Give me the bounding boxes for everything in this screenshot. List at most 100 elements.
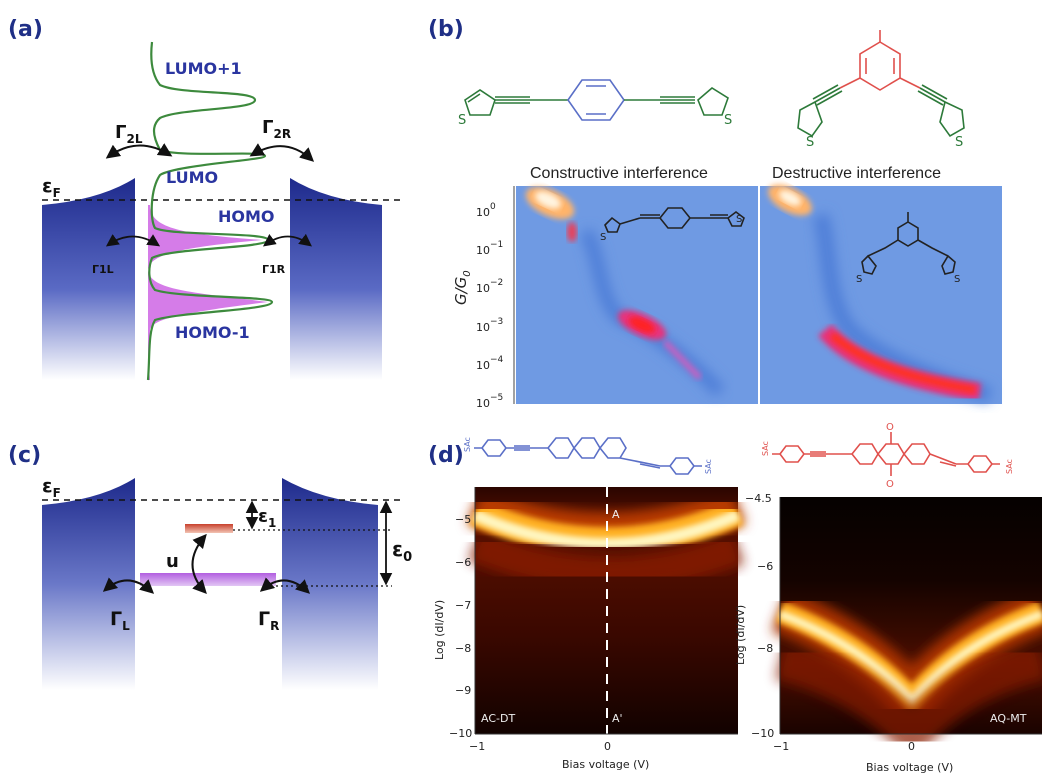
constructive-title: Constructive interference — [530, 165, 708, 182]
y-tick-label: −10 — [751, 727, 774, 740]
map-background — [516, 186, 758, 404]
gamma-2l-label: Γ2L — [115, 122, 143, 146]
x-axis-label: Bias voltage (V) — [562, 758, 649, 771]
meta-thiophene-left — [797, 100, 823, 138]
meta-thiophene-right — [939, 100, 965, 138]
y-tick-label: 10−4 — [476, 355, 504, 372]
molecule-name: AQ-MT — [990, 712, 1027, 725]
lower-level — [140, 573, 276, 586]
molecular-peak-core — [629, 316, 655, 334]
alkyne-right — [624, 96, 695, 104]
left-electrode — [42, 178, 135, 380]
u-arrow — [191, 533, 207, 595]
panel-b-y-axis: 100 10−1 10−2 10−3 10−4 10−5 G/G0 — [452, 186, 515, 410]
panel-d-label: (d) — [428, 443, 464, 468]
gamma-2r-arrow — [249, 143, 315, 162]
acene-molecule: SAc SAc — [463, 437, 713, 475]
y-tick-label: −7 — [455, 599, 471, 612]
right-electrode — [282, 478, 378, 690]
panel-c-label: (c) — [8, 443, 41, 468]
panel-b-label: (b) — [428, 17, 464, 42]
eps0-label: ε0 — [392, 537, 412, 565]
fermi-level-label: εF — [42, 475, 61, 500]
panel-a: (a) εF LUMO+1 LUMO HOMO HOMO-1 Γ2L Γ2R Γ… — [8, 17, 400, 381]
fermi-level-label: εF — [42, 175, 61, 200]
y-tick-label: −4.5 — [745, 492, 772, 505]
x-tick-label: 0 — [908, 740, 915, 753]
anthraquinone-skeleton — [772, 432, 1000, 476]
constructive-map: S S — [516, 186, 758, 404]
u-label: u — [166, 551, 179, 572]
destructive-map: S S — [760, 184, 1002, 404]
gamma-1r-label: Γ1R — [262, 263, 286, 276]
y-tick-label: −9 — [455, 684, 471, 697]
right-electrode — [290, 178, 382, 380]
peak-core — [534, 191, 562, 209]
lumo-label: LUMO — [166, 168, 218, 187]
inset-meta-molecule — [861, 212, 956, 275]
molecular-band-core — [829, 332, 976, 394]
panel-c: (c) εF ε1 ε0 u ΓL ΓR — [8, 443, 412, 690]
y-tick-label: −8 — [455, 642, 471, 655]
peak-core — [779, 190, 801, 206]
occupied-dos-fill — [148, 205, 268, 380]
cut-marker-top: A — [612, 508, 620, 521]
meta-bonds — [839, 30, 921, 89]
inset-sulfur: S — [856, 274, 862, 285]
meta-benzene-ring — [859, 41, 901, 91]
y-tick-label: 100 — [476, 202, 496, 219]
thiophene-left — [464, 89, 496, 116]
gamma-1r-arrow — [262, 233, 312, 247]
destructive-title: Destructive interference — [772, 165, 941, 182]
benzene-ring — [567, 79, 625, 121]
para-molecule: S S — [458, 79, 732, 128]
y-tick-label: 10−5 — [476, 393, 503, 410]
panel-b: (b) S S S S Constructive interference De… — [428, 17, 1002, 410]
sac-group: SAc — [761, 441, 770, 456]
gamma-1l-arrow — [105, 234, 161, 247]
x-tick-label: 0 — [604, 740, 611, 753]
sulfur-atom: S — [458, 113, 466, 128]
meta-alkyne-left — [812, 84, 843, 106]
ac-dt-map: A A' AC-DT −5 −6 −7 −8 −9 −10 −1 0 Bias … — [433, 486, 746, 771]
meta-alkyne-right — [917, 84, 948, 106]
carbonyl-oxygen: O — [886, 479, 894, 490]
sulfur-atom: S — [955, 135, 963, 150]
anthraquinone-molecule: SAc O O SAc — [761, 422, 1014, 490]
x-tick-label: −1 — [469, 740, 485, 753]
peak-tail — [567, 222, 577, 242]
inset-sulfur: S — [600, 232, 606, 243]
panel-d: (d) SAc SAc SAc O O SAc A A' AC-DT — [428, 422, 1042, 773]
gamma-r-label: ΓR — [258, 608, 279, 633]
x-tick-label: −1 — [773, 740, 789, 753]
cut-marker-bottom: A' — [612, 712, 623, 725]
sac-group: SAc — [1005, 459, 1014, 474]
acene-skeleton — [474, 437, 702, 475]
y-tick-label: 10−1 — [476, 240, 503, 257]
inset-sulfur: S — [736, 214, 742, 225]
peak-streak — [662, 339, 703, 381]
y-tick-label: −6 — [455, 556, 471, 569]
sac-group: SAc — [463, 437, 472, 452]
gamma-r-arrow — [259, 577, 311, 594]
inset-sulfur: S — [954, 274, 960, 285]
sulfur-atom: S — [806, 135, 814, 150]
lumo1-label: LUMO+1 — [165, 59, 242, 78]
y-tick-label: −5 — [455, 513, 471, 526]
y-tick-label: 10−3 — [476, 317, 503, 334]
molecule-name: AC-DT — [481, 712, 515, 725]
homo1-label: HOMO-1 — [175, 323, 250, 342]
y-tick-label: −6 — [757, 560, 773, 573]
upper-level — [185, 524, 233, 533]
gamma-1l-label: Γ1L — [92, 263, 114, 276]
y-axis-label: Log (dI/dV) — [433, 600, 446, 660]
left-electrode — [42, 478, 135, 690]
sac-group: SAc — [704, 459, 713, 474]
y-tick-label: −8 — [757, 642, 773, 655]
panel-a-label: (a) — [8, 17, 43, 42]
y-tick-label: 10−2 — [476, 278, 503, 295]
meta-molecule: S S — [797, 30, 965, 150]
x-axis-label: Bias voltage (V) — [866, 761, 953, 773]
homo-label: HOMO — [218, 207, 275, 226]
